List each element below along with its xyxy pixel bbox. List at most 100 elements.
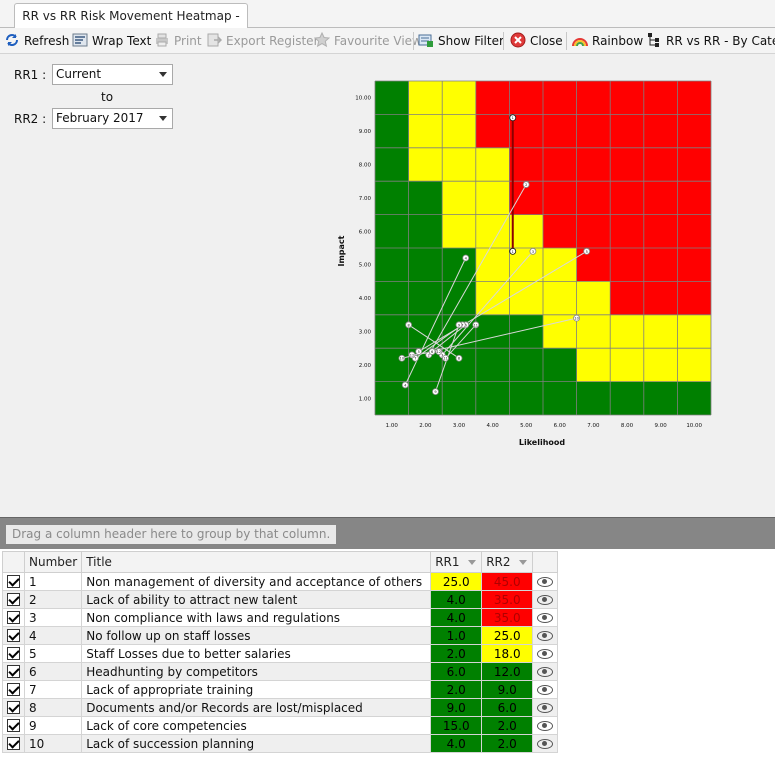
- row-checkbox[interactable]: [7, 574, 20, 588]
- eye-icon[interactable]: [537, 738, 554, 749]
- row-checkbox-cell[interactable]: [2, 572, 25, 591]
- row-checkbox[interactable]: [7, 628, 20, 642]
- heatmap-cell: [442, 348, 476, 382]
- movement-line: [431, 324, 467, 352]
- row-checkbox[interactable]: [7, 664, 20, 678]
- number-column-header[interactable]: Number: [23, 551, 83, 573]
- heatmap-cell: [576, 281, 611, 315]
- row-checkbox-cell[interactable]: [2, 698, 25, 717]
- table-row[interactable]: 2 Lack of ability to attract new talent 4.…: [2, 590, 559, 609]
- group-by-panel[interactable]: Drag a column header here to group by th…: [0, 517, 775, 549]
- table-row[interactable]: 7 Lack of appropriate training 2.0 9.0: [2, 680, 559, 699]
- heatmap-cell: [576, 348, 611, 382]
- heatmap-cell: [643, 281, 678, 315]
- heatmap-cell: [509, 381, 543, 415]
- rainbow-button[interactable]: Rainbow: [572, 32, 643, 50]
- heatmap-cell: [610, 114, 644, 148]
- eye-icon[interactable]: [537, 702, 554, 713]
- heatmap-cell: [677, 281, 711, 315]
- eye-icon[interactable]: [537, 648, 554, 659]
- heatmap-cell: [475, 248, 510, 282]
- table-row[interactable]: 10 Lack of succession planning 4.0 2.0: [2, 734, 559, 753]
- table-row[interactable]: 8 Documents and/or Records are lost/mispl…: [2, 698, 559, 717]
- eye-icon[interactable]: [537, 666, 554, 677]
- eye-icon[interactable]: [537, 612, 554, 623]
- row-checkbox[interactable]: [7, 610, 20, 624]
- sort-icon[interactable]: [467, 560, 476, 565]
- refresh-button[interactable]: Refresh: [4, 32, 69, 50]
- sort-icon[interactable]: [518, 560, 527, 565]
- wrap-text-button[interactable]: Wrap Text: [72, 32, 151, 50]
- heatmap-cell: [509, 348, 543, 382]
- row-view-cell[interactable]: [532, 608, 559, 627]
- rainbow-label: Rainbow: [592, 34, 644, 48]
- heatmap-cell: [442, 381, 476, 415]
- table-row[interactable]: 1 Non management of diversity and accepta…: [2, 572, 559, 591]
- heatmap-cell: [543, 147, 577, 182]
- row-checkbox-cell[interactable]: [2, 716, 25, 735]
- row-checkbox[interactable]: [7, 682, 20, 696]
- export-register-button[interactable]: Export Register: [206, 32, 319, 50]
- heatmap-cell: [643, 248, 678, 282]
- select-column-header[interactable]: [2, 551, 25, 573]
- movement-point-label: 8: [407, 323, 409, 327]
- row-checkbox-cell[interactable]: [2, 644, 25, 663]
- row-view-cell[interactable]: [532, 626, 559, 645]
- movement-end-point: [455, 354, 463, 362]
- rr1-column-header[interactable]: RR1: [430, 551, 483, 573]
- heatmap-cell: [643, 381, 678, 415]
- row-view-cell[interactable]: [532, 698, 559, 717]
- show-filter-button[interactable]: Show Filter: [418, 32, 504, 50]
- row-view-cell[interactable]: [532, 644, 559, 663]
- rr-vs-rr-by-category-button[interactable]: RR vs RR - By Catego: [646, 32, 775, 50]
- movement-end-point: [435, 348, 443, 355]
- table-row[interactable]: 4 No follow up on staff losses 1.0 25.0: [2, 626, 559, 645]
- table-row[interactable]: 3 Non compliance with laws and regulation…: [2, 608, 559, 627]
- favourite-view-button[interactable]: Favourite View: [314, 32, 422, 50]
- eye-icon[interactable]: [537, 720, 554, 731]
- eye-icon[interactable]: [537, 594, 554, 605]
- rr1-label: RR1 :: [14, 68, 47, 82]
- table-row[interactable]: 9 Lack of core competencies 15.0 2.0: [2, 716, 559, 735]
- eye-icon[interactable]: [537, 684, 554, 695]
- heatmap-cell: [677, 181, 711, 215]
- rr1-dropdown[interactable]: Current: [52, 64, 173, 85]
- row-checkbox-cell[interactable]: [2, 662, 25, 681]
- row-checkbox[interactable]: [7, 736, 20, 750]
- row-title: Lack of ability to attract new talent: [81, 590, 432, 609]
- refresh-label: Refresh: [24, 34, 70, 48]
- row-view-cell[interactable]: [532, 734, 559, 753]
- row-checkbox[interactable]: [7, 718, 20, 732]
- row-view-cell[interactable]: [532, 590, 559, 609]
- row-checkbox-cell[interactable]: [2, 608, 25, 627]
- eye-icon[interactable]: [537, 630, 554, 641]
- rr2-column-header[interactable]: RR2: [481, 551, 534, 573]
- row-checkbox-cell[interactable]: [2, 590, 25, 609]
- row-checkbox-cell[interactable]: [2, 626, 25, 645]
- heatmap-cell: [509, 281, 543, 315]
- row-checkbox[interactable]: [7, 700, 20, 714]
- rr2-dropdown[interactable]: February 2017: [52, 108, 173, 129]
- print-button[interactable]: Print: [154, 32, 202, 50]
- heatmap-cell: [375, 281, 409, 315]
- table-row[interactable]: 5 Staff Losses due to better salaries 2.0 1…: [2, 644, 559, 663]
- table-row[interactable]: 6 Headhunting by competitors 6.0 12.0: [2, 662, 559, 681]
- row-checkbox-cell[interactable]: [2, 734, 25, 753]
- close-button[interactable]: Close: [510, 32, 563, 50]
- row-checkbox[interactable]: [7, 592, 20, 606]
- row-checkbox-cell[interactable]: [2, 680, 25, 699]
- heatmap-cell: [408, 181, 443, 215]
- tab-heatmap[interactable]: RR vs RR Risk Movement Heatmap - HR: [14, 3, 248, 47]
- row-rr1-value: 6.0: [430, 662, 483, 681]
- eye-icon[interactable]: [537, 576, 554, 587]
- y-axis-label: Impact: [337, 235, 346, 266]
- title-column-header[interactable]: Title: [81, 551, 432, 573]
- rr2-selected-value: February 2017: [56, 111, 144, 125]
- row-view-cell[interactable]: [532, 716, 559, 735]
- row-checkbox[interactable]: [7, 646, 20, 660]
- heatmap-cell: [643, 81, 678, 115]
- heatmap-cell: [442, 281, 476, 315]
- row-view-cell[interactable]: [532, 572, 559, 591]
- row-view-cell[interactable]: [532, 680, 559, 699]
- row-view-cell[interactable]: [532, 662, 559, 681]
